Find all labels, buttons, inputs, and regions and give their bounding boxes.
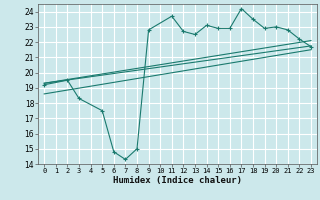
X-axis label: Humidex (Indice chaleur): Humidex (Indice chaleur) [113,176,242,185]
